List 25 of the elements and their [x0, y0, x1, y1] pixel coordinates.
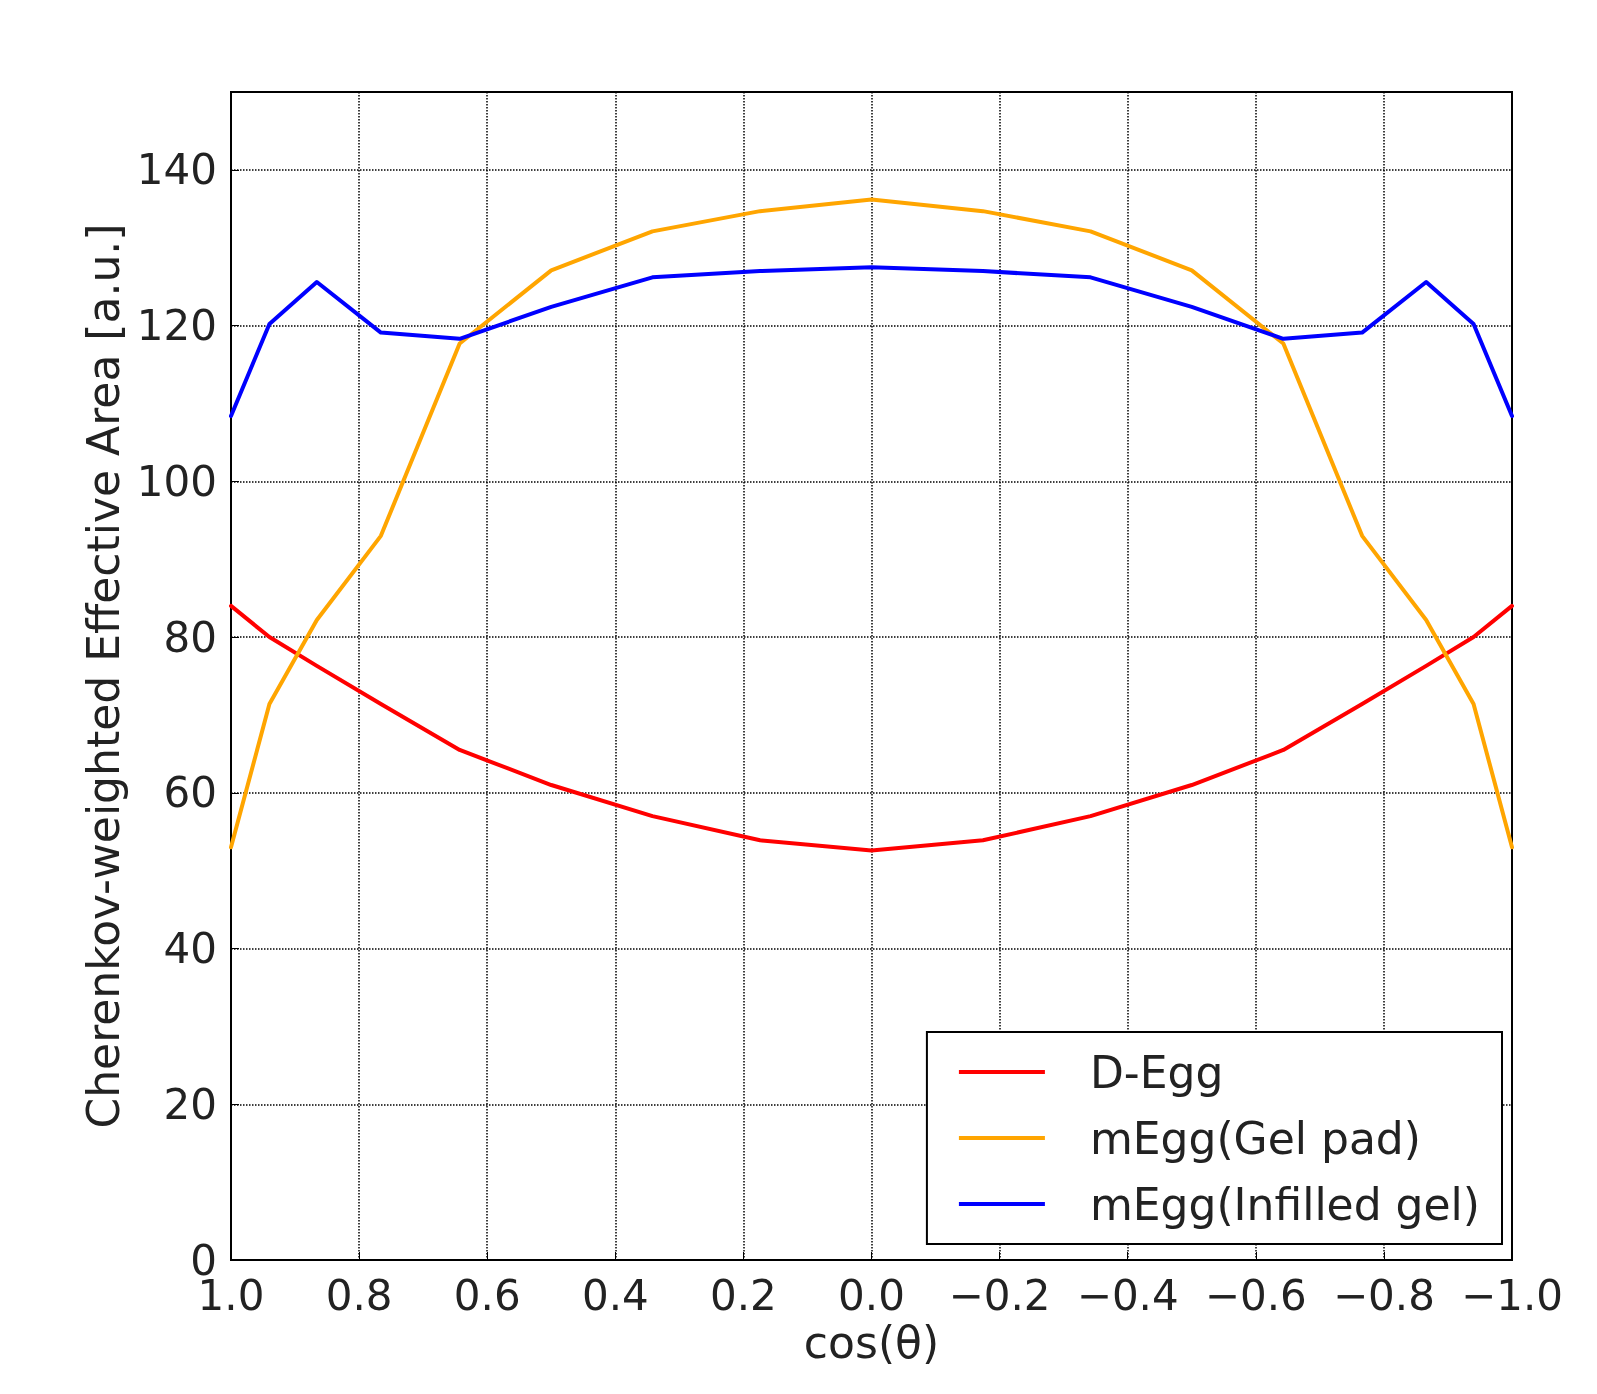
y-axis-title: Cherenkov-weighted Effective Area [a.u.] [78, 223, 130, 1129]
x-tick-label: 0.4 [581, 1270, 649, 1320]
legend-label: mEgg(Infilled gel) [1089, 1178, 1480, 1230]
y-tick-label: 120 [136, 301, 217, 351]
x-axis-title: cos(θ) [803, 1317, 940, 1369]
line-series [229, 197, 1514, 850]
y-tick-label: 100 [136, 456, 217, 506]
x-tick-label: 0.6 [453, 1270, 521, 1320]
legend-label: mEgg(Gel pad) [1089, 1112, 1421, 1164]
y-tick-label: 140 [136, 145, 217, 195]
legend-label: D-Egg [1089, 1046, 1224, 1098]
y-tick-label: 80 [163, 612, 217, 662]
line-series [229, 603, 1514, 853]
y-tick-label: 40 [163, 924, 217, 974]
x-tick-label: 0.8 [325, 1270, 393, 1320]
x-tick-label: −0.6 [1204, 1270, 1307, 1320]
y-tick-label: 20 [163, 1079, 217, 1129]
y-tick-label: 60 [163, 768, 217, 818]
x-tick-label: −1.0 [1461, 1270, 1563, 1320]
x-tick-label: 0.2 [710, 1270, 777, 1320]
x-tick-label: −0.4 [1076, 1270, 1179, 1320]
x-tick-label: −0.8 [1332, 1270, 1435, 1320]
line-series [229, 265, 1514, 418]
x-tick-label: 0.0 [838, 1270, 905, 1320]
x-tick-label: −0.2 [948, 1270, 1051, 1320]
